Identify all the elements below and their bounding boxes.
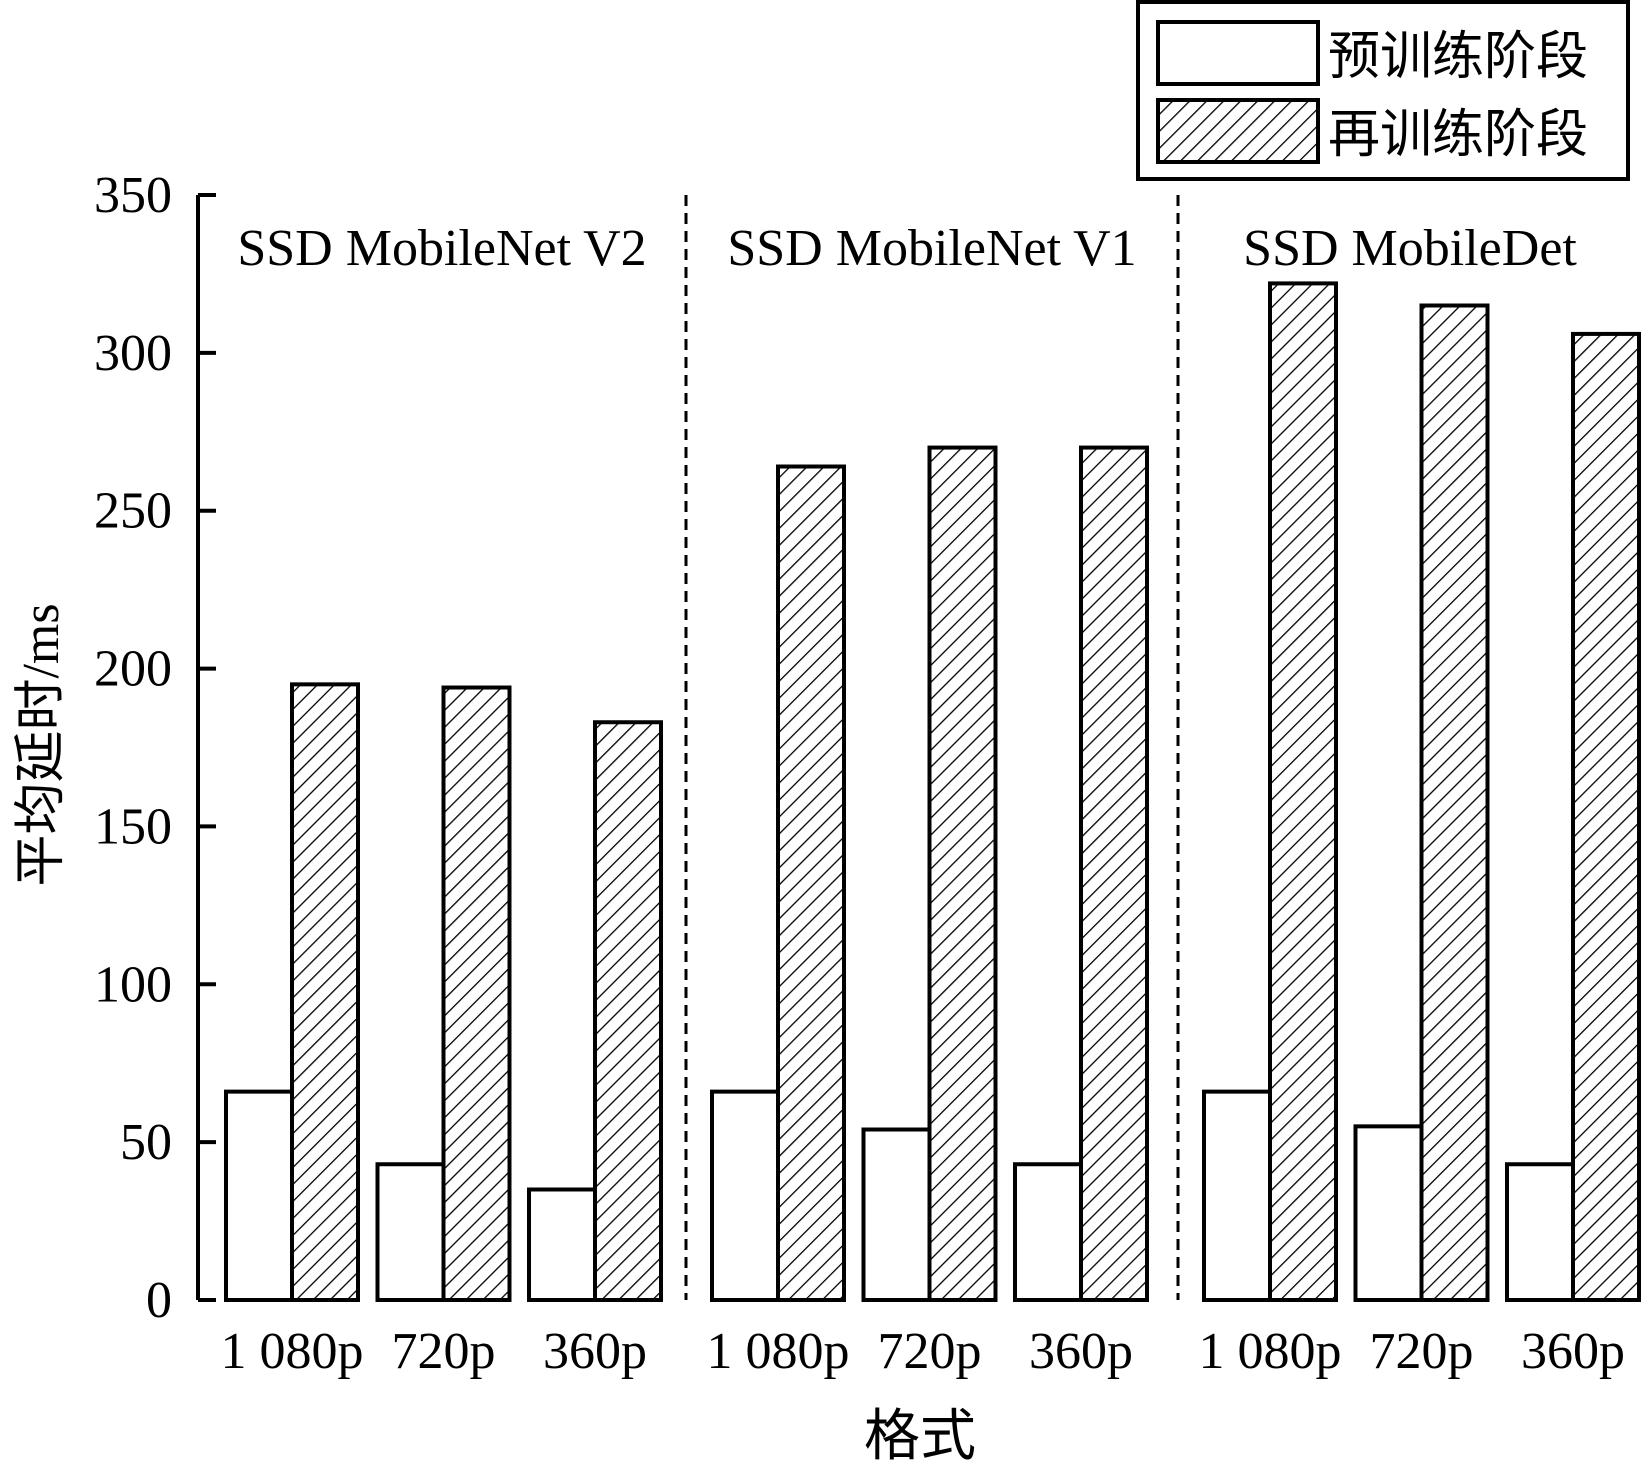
group-label: SSD MobileDet: [1243, 220, 1577, 277]
bar-pretrain: [1505, 1162, 1575, 1302]
x-axis-title: 格式: [864, 1406, 976, 1468]
x-tick-label: 1 080p: [707, 1323, 850, 1380]
y-tick-label: 250: [94, 483, 172, 540]
x-tick-label: 360p: [1029, 1323, 1133, 1380]
y-axis-title: 平均延时/ms: [13, 603, 70, 886]
bar-retrain: [290, 682, 360, 1302]
x-tick-label: 1 080p: [221, 1323, 364, 1380]
bar-retrain: [1419, 303, 1490, 1302]
bar-pretrain: [1202, 1089, 1272, 1302]
x-tick-label: 720p: [392, 1323, 496, 1380]
x-tick-label: 360p: [1521, 1323, 1625, 1380]
y-tick-label: 350: [94, 167, 172, 224]
bar-retrain: [593, 720, 663, 1302]
legend-label-retrain: 再训练阶段: [1328, 107, 1588, 164]
x-tick-label: 1 080p: [1199, 1323, 1342, 1380]
bar-retrain: [441, 685, 512, 1302]
bar-pretrain: [224, 1089, 294, 1302]
bar-pretrain: [375, 1162, 446, 1302]
legend-swatch-pretrain: [1156, 20, 1320, 86]
x-tick-label: 720p: [1370, 1323, 1474, 1380]
bar-pretrain: [1013, 1162, 1083, 1302]
y-tick-label: 150: [94, 798, 172, 855]
bar-pretrain: [527, 1187, 597, 1302]
bar-retrain: [1571, 331, 1641, 1302]
legend-swatch-retrain: [1156, 98, 1320, 164]
bar-pretrain: [861, 1127, 932, 1302]
group-label: SSD MobileNet V1: [727, 220, 1136, 277]
bar-pretrain: [1353, 1124, 1424, 1303]
bar-pretrain: [710, 1089, 780, 1302]
y-tick-label: 300: [94, 325, 172, 382]
y-tick-label: 100: [94, 956, 172, 1013]
bar-retrain: [1079, 445, 1149, 1303]
bar-retrain: [1268, 281, 1338, 1302]
x-tick-label: 360p: [543, 1323, 647, 1380]
bar-retrain: [927, 445, 998, 1303]
y-tick-label: 0: [146, 1272, 172, 1329]
group-label: SSD MobileNet V2: [237, 220, 646, 277]
legend-label-pretrain: 预训练阶段: [1328, 29, 1588, 86]
y-tick-label: 200: [94, 641, 172, 698]
bar-retrain: [776, 464, 846, 1302]
y-tick-label: 50: [120, 1114, 172, 1171]
x-tick-label: 720p: [878, 1323, 982, 1380]
